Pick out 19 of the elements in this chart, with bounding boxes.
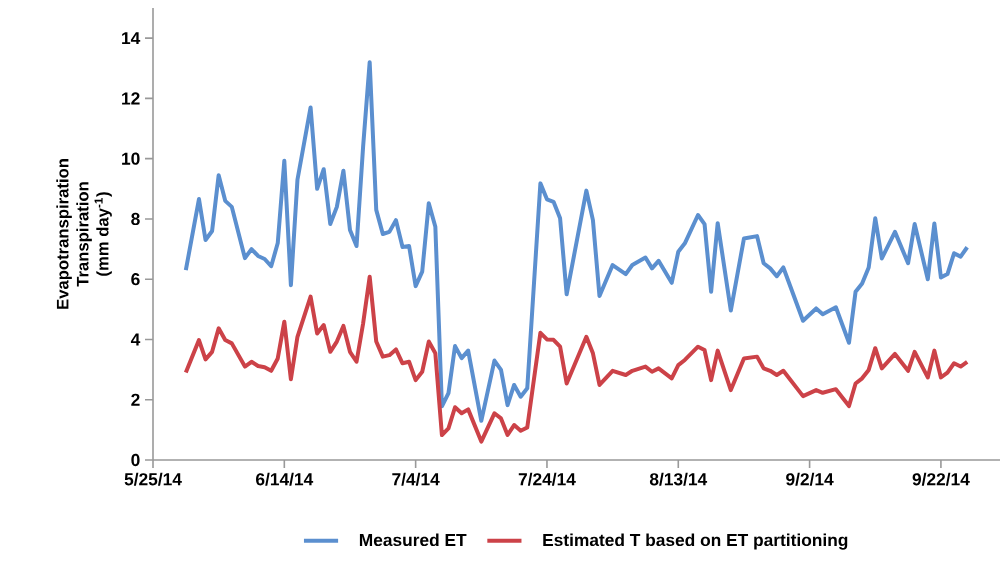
x-tick-label: 5/25/14 xyxy=(124,472,182,486)
y-tick-label: 12 xyxy=(122,92,140,105)
y-tick-label: 14 xyxy=(122,32,141,45)
x-tick-label: 9/22/14 xyxy=(912,472,970,486)
y-tick-label: 4 xyxy=(130,333,141,346)
legend-label: Measured ET xyxy=(359,533,467,547)
x-tick-label: 7/24/14 xyxy=(518,472,576,486)
line-series xyxy=(183,60,970,423)
y-tick-label: 2 xyxy=(131,393,140,406)
y-tick-label: 8 xyxy=(131,212,140,226)
y-tick-label: 10 xyxy=(122,152,140,165)
line-series xyxy=(183,274,970,444)
x-tick-label: 8/13/14 xyxy=(649,472,708,486)
x-tick-label: 7/4/14 xyxy=(392,472,440,486)
x-tick-label: 9/2/14 xyxy=(786,472,834,486)
x-tick-label: 6/14/14 xyxy=(256,472,314,486)
legend-label: Estimated T based on ET partitioning xyxy=(543,533,848,550)
y-tick-label: 6 xyxy=(131,273,140,286)
y-tick-label: 0 xyxy=(131,453,140,467)
